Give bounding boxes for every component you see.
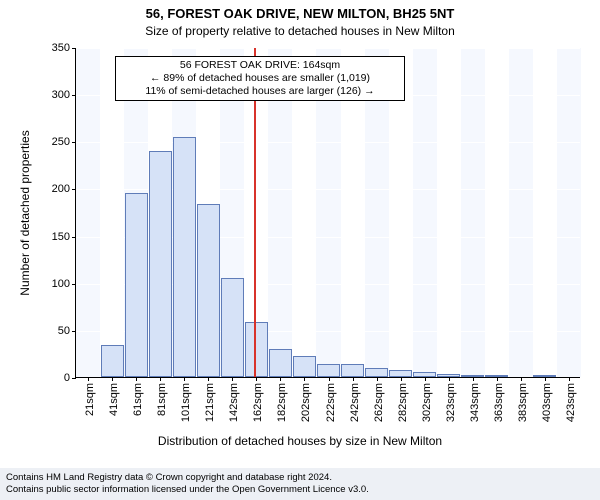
- xtick-mark: [280, 377, 281, 381]
- annotation-line-2: ← 89% of detached houses are smaller (1,…: [120, 72, 400, 85]
- xtick-mark: [473, 377, 474, 381]
- ytick-label: 150: [52, 231, 76, 243]
- xtick-label: 41sqm: [108, 383, 120, 416]
- xtick-label: 61sqm: [132, 383, 144, 416]
- bg-band: [485, 48, 509, 377]
- bg-band: [76, 48, 100, 377]
- ytick-label: 100: [52, 278, 76, 290]
- xtick-label: 423sqm: [565, 383, 577, 422]
- xtick-label: 202sqm: [300, 383, 312, 422]
- xtick-mark: [112, 377, 113, 381]
- xtick-mark: [545, 377, 546, 381]
- xtick-label: 302sqm: [421, 383, 433, 422]
- bar: [197, 204, 220, 377]
- bg-band: [557, 48, 581, 377]
- xtick-mark: [521, 377, 522, 381]
- bg-band: [533, 48, 557, 377]
- bar: [365, 368, 388, 377]
- xtick-mark: [497, 377, 498, 381]
- bg-band: [437, 48, 461, 377]
- ytick-label: 350: [52, 42, 76, 54]
- bar: [101, 345, 124, 377]
- xtick-mark: [304, 377, 305, 381]
- xtick-label: 142sqm: [228, 383, 240, 422]
- bar: [317, 364, 340, 377]
- xtick-label: 21sqm: [84, 383, 96, 416]
- xtick-mark: [208, 377, 209, 381]
- ytick-label: 50: [58, 325, 76, 337]
- xtick-mark: [256, 377, 257, 381]
- x-axis-label: Distribution of detached houses by size …: [0, 434, 600, 448]
- xtick-mark: [401, 377, 402, 381]
- xtick-label: 162sqm: [252, 383, 264, 422]
- footer-line-2: Contains public sector information licen…: [6, 484, 594, 496]
- bg-band: [413, 48, 437, 377]
- xtick-label: 363sqm: [493, 383, 505, 422]
- xtick-mark: [160, 377, 161, 381]
- annotation-line-3: 11% of semi-detached houses are larger (…: [120, 85, 400, 98]
- xtick-mark: [425, 377, 426, 381]
- xtick-label: 282sqm: [397, 383, 409, 422]
- xtick-mark: [377, 377, 378, 381]
- bg-band: [461, 48, 485, 377]
- ytick-label: 300: [52, 89, 76, 101]
- xtick-mark: [329, 377, 330, 381]
- chart-title-sub: Size of property relative to detached ho…: [0, 24, 600, 38]
- xtick-label: 101sqm: [180, 383, 192, 422]
- xtick-label: 121sqm: [204, 383, 216, 422]
- ytick-label: 200: [52, 183, 76, 195]
- gridline-h: [76, 48, 580, 49]
- footer-line-1: Contains HM Land Registry data © Crown c…: [6, 472, 594, 484]
- xtick-label: 343sqm: [469, 383, 481, 422]
- xtick-mark: [232, 377, 233, 381]
- bar: [341, 364, 364, 377]
- xtick-label: 383sqm: [517, 383, 529, 422]
- xtick-label: 403sqm: [541, 383, 553, 422]
- bar: [125, 193, 148, 377]
- xtick-mark: [449, 377, 450, 381]
- xtick-mark: [136, 377, 137, 381]
- gridline-h: [76, 142, 580, 143]
- xtick-label: 222sqm: [325, 383, 337, 422]
- bar: [173, 137, 196, 377]
- ytick-label: 0: [64, 372, 76, 384]
- bar: [389, 370, 412, 377]
- annotation-box: 56 FOREST OAK DRIVE: 164sqm ← 89% of det…: [115, 56, 405, 101]
- xtick-mark: [353, 377, 354, 381]
- bar: [269, 349, 292, 377]
- xtick-label: 262sqm: [373, 383, 385, 422]
- xtick-label: 323sqm: [445, 383, 457, 422]
- bar: [245, 322, 268, 377]
- bg-band: [509, 48, 533, 377]
- xtick-label: 81sqm: [156, 383, 168, 416]
- xtick-label: 242sqm: [349, 383, 361, 422]
- xtick-mark: [88, 377, 89, 381]
- bar: [221, 278, 244, 377]
- footer: Contains HM Land Registry data © Crown c…: [0, 468, 600, 500]
- chart-title-top: 56, FOREST OAK DRIVE, NEW MILTON, BH25 5…: [0, 6, 600, 21]
- bar: [149, 151, 172, 377]
- xtick-mark: [184, 377, 185, 381]
- xtick-mark: [569, 377, 570, 381]
- y-axis-label: Number of detached properties: [18, 130, 32, 295]
- annotation-line-1: 56 FOREST OAK DRIVE: 164sqm: [120, 59, 400, 72]
- ytick-label: 250: [52, 136, 76, 148]
- bar: [293, 356, 316, 377]
- xtick-label: 182sqm: [276, 383, 288, 422]
